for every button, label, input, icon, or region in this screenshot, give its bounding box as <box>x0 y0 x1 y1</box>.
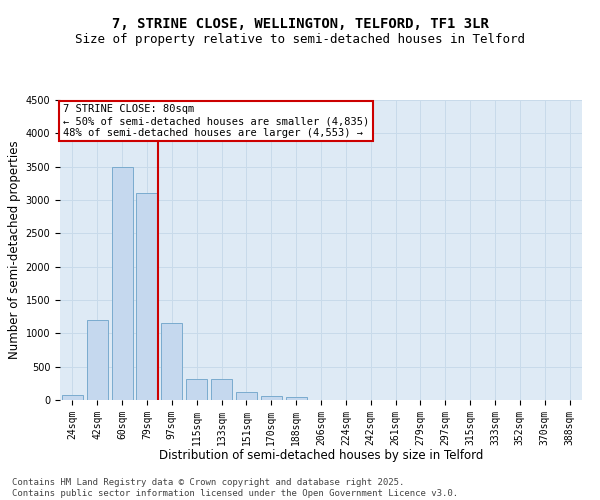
Bar <box>236 392 257 400</box>
Bar <box>136 194 158 400</box>
Bar <box>211 378 232 400</box>
Bar <box>286 398 307 400</box>
Text: Size of property relative to semi-detached houses in Telford: Size of property relative to semi-detach… <box>75 32 525 46</box>
Y-axis label: Number of semi-detached properties: Number of semi-detached properties <box>8 140 22 360</box>
Text: Contains HM Land Registry data © Crown copyright and database right 2025.
Contai: Contains HM Land Registry data © Crown c… <box>12 478 458 498</box>
X-axis label: Distribution of semi-detached houses by size in Telford: Distribution of semi-detached houses by … <box>159 449 483 462</box>
Bar <box>62 395 83 400</box>
Bar <box>112 166 133 400</box>
Bar <box>186 378 207 400</box>
Bar <box>161 324 182 400</box>
Text: 7 STRINE CLOSE: 80sqm
← 50% of semi-detached houses are smaller (4,835)
48% of s: 7 STRINE CLOSE: 80sqm ← 50% of semi-deta… <box>62 104 369 138</box>
Bar <box>261 396 282 400</box>
Bar <box>87 320 108 400</box>
Text: 7, STRINE CLOSE, WELLINGTON, TELFORD, TF1 3LR: 7, STRINE CLOSE, WELLINGTON, TELFORD, TF… <box>112 18 488 32</box>
